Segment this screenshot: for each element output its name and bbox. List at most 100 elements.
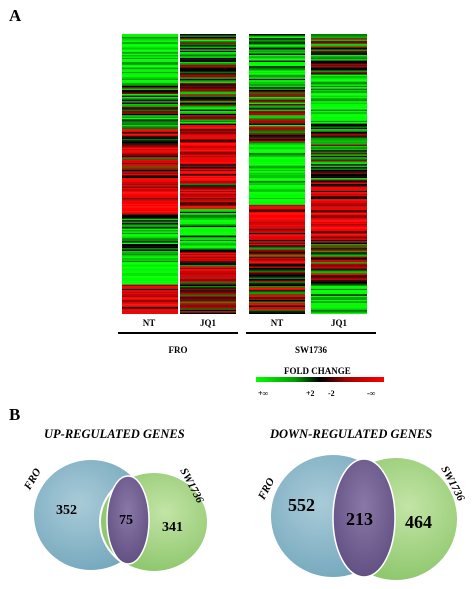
heatmap-stripe (122, 213, 178, 215)
heatmap-stripe (122, 87, 178, 89)
heatmap-stripe (180, 154, 236, 156)
heatmap-stripe (180, 87, 236, 89)
heatmap-stripe (180, 225, 236, 228)
heatmap-stripe (122, 77, 178, 79)
heatmap-stripe (249, 46, 305, 49)
heatmap-stripe (249, 88, 305, 91)
heatmap-stripe (180, 266, 236, 268)
heatmap-stripe (122, 111, 178, 113)
heatmap-stripe (122, 203, 178, 205)
heatmap-stripe (122, 38, 178, 40)
heatmap-stripe (122, 139, 178, 141)
venn-up (32, 458, 209, 573)
heatmap-stripe (180, 115, 236, 117)
heatmap-stripe (122, 171, 178, 173)
heatmap-stripe (180, 172, 236, 175)
heatmap-stripe (249, 99, 305, 102)
heatmap-stripe (180, 85, 236, 88)
heatmap-stripe (122, 153, 178, 155)
heatmap-stripe (249, 297, 305, 299)
heatmap-stripe (180, 211, 236, 214)
heatmap-stripe (249, 175, 305, 177)
heatmap-stripe (122, 56, 178, 58)
heatmap-stripe (122, 260, 178, 263)
heatmap-stripe (180, 260, 236, 263)
heatmap-stripe (180, 92, 236, 95)
heatmap-stripe (311, 113, 367, 116)
heatmap-stripe (311, 280, 367, 282)
heatmap-stripe (249, 272, 305, 274)
heatmap-stripe (311, 260, 367, 263)
heatmap-stripe (122, 64, 178, 67)
heatmap-stripe (311, 284, 367, 287)
venn-diagrams (32, 453, 459, 582)
heatmap-stripe (249, 312, 305, 315)
legend-color-bar (256, 377, 384, 382)
heatmap-stripe (249, 55, 305, 57)
heatmap-stripe (122, 104, 178, 106)
heatmap-stripe (249, 281, 305, 284)
heatmap-stripe (249, 144, 305, 147)
heatmap-stripe (122, 169, 178, 172)
heatmap-stripe (180, 203, 236, 205)
heatmap-stripe (122, 118, 178, 120)
heatmap-stripe (311, 53, 367, 56)
heatmap-stripe (180, 221, 236, 224)
heatmap-stripe (311, 218, 367, 221)
heatmap-column-nt-sw1736 (249, 34, 305, 315)
heatmap-stripe (122, 146, 178, 148)
heatmap-stripe (180, 112, 236, 114)
heatmap-stripe (249, 43, 305, 46)
heatmap-stripe (122, 45, 178, 47)
heatmap-stripe (311, 178, 367, 180)
heatmap-stripe (180, 175, 236, 177)
heatmap-stripe (249, 168, 305, 170)
heatmap-stripe (122, 266, 178, 268)
heatmap-stripe (249, 273, 305, 275)
heatmap-stripe (249, 202, 305, 204)
heatmap-stripe (122, 172, 178, 175)
heatmap-stripe (311, 130, 367, 133)
heatmap-stripe (249, 161, 305, 163)
heatmap-stripe (180, 228, 236, 231)
heatmap-stripe (311, 83, 367, 85)
heatmap-stripe (122, 272, 178, 274)
heatmap-column-nt-fro (122, 34, 178, 315)
heatmap-stripe (180, 41, 236, 43)
heatmap-stripe (311, 174, 367, 176)
heatmap-stripe (122, 162, 178, 165)
heatmap-stripe (180, 273, 236, 275)
heatmap-stripe (122, 48, 178, 50)
heatmap-stripe (311, 122, 367, 124)
heatmap-stripe (180, 73, 236, 75)
heatmap-stripe (122, 102, 178, 105)
heatmap-stripe (122, 39, 178, 42)
heatmap-stripe (311, 192, 367, 194)
heatmap-stripe (311, 34, 367, 36)
legend-tick-minus-2: -2 (328, 389, 335, 398)
heatmap-stripe (311, 46, 367, 49)
heatmap-stripe (311, 228, 367, 231)
heatmap-stripe (249, 267, 305, 270)
heatmap-stripe (180, 267, 236, 270)
heatmap-stripe (249, 119, 305, 121)
heatmap-stripe (180, 237, 236, 239)
heatmap-stripe (180, 235, 236, 238)
heatmap-stripe (311, 230, 367, 232)
heatmap-stripe (122, 297, 178, 299)
heatmap-stripe (122, 57, 178, 60)
heatmap-stripe (122, 221, 178, 224)
heatmap-stripe (122, 300, 178, 302)
heatmap-stripe (180, 59, 236, 61)
heatmap-stripe (122, 94, 178, 96)
heatmap-stripe (249, 151, 305, 154)
heatmap-stripe (180, 249, 236, 252)
heatmap-stripe (249, 153, 305, 155)
heatmap-stripe (180, 83, 236, 85)
heatmap-stripe (311, 144, 367, 147)
heatmap-stripe (249, 206, 305, 208)
heatmap-stripe (311, 274, 367, 277)
heatmap-stripe (180, 218, 236, 221)
heatmap-stripe (180, 161, 236, 163)
heatmap-stripe (311, 295, 367, 298)
